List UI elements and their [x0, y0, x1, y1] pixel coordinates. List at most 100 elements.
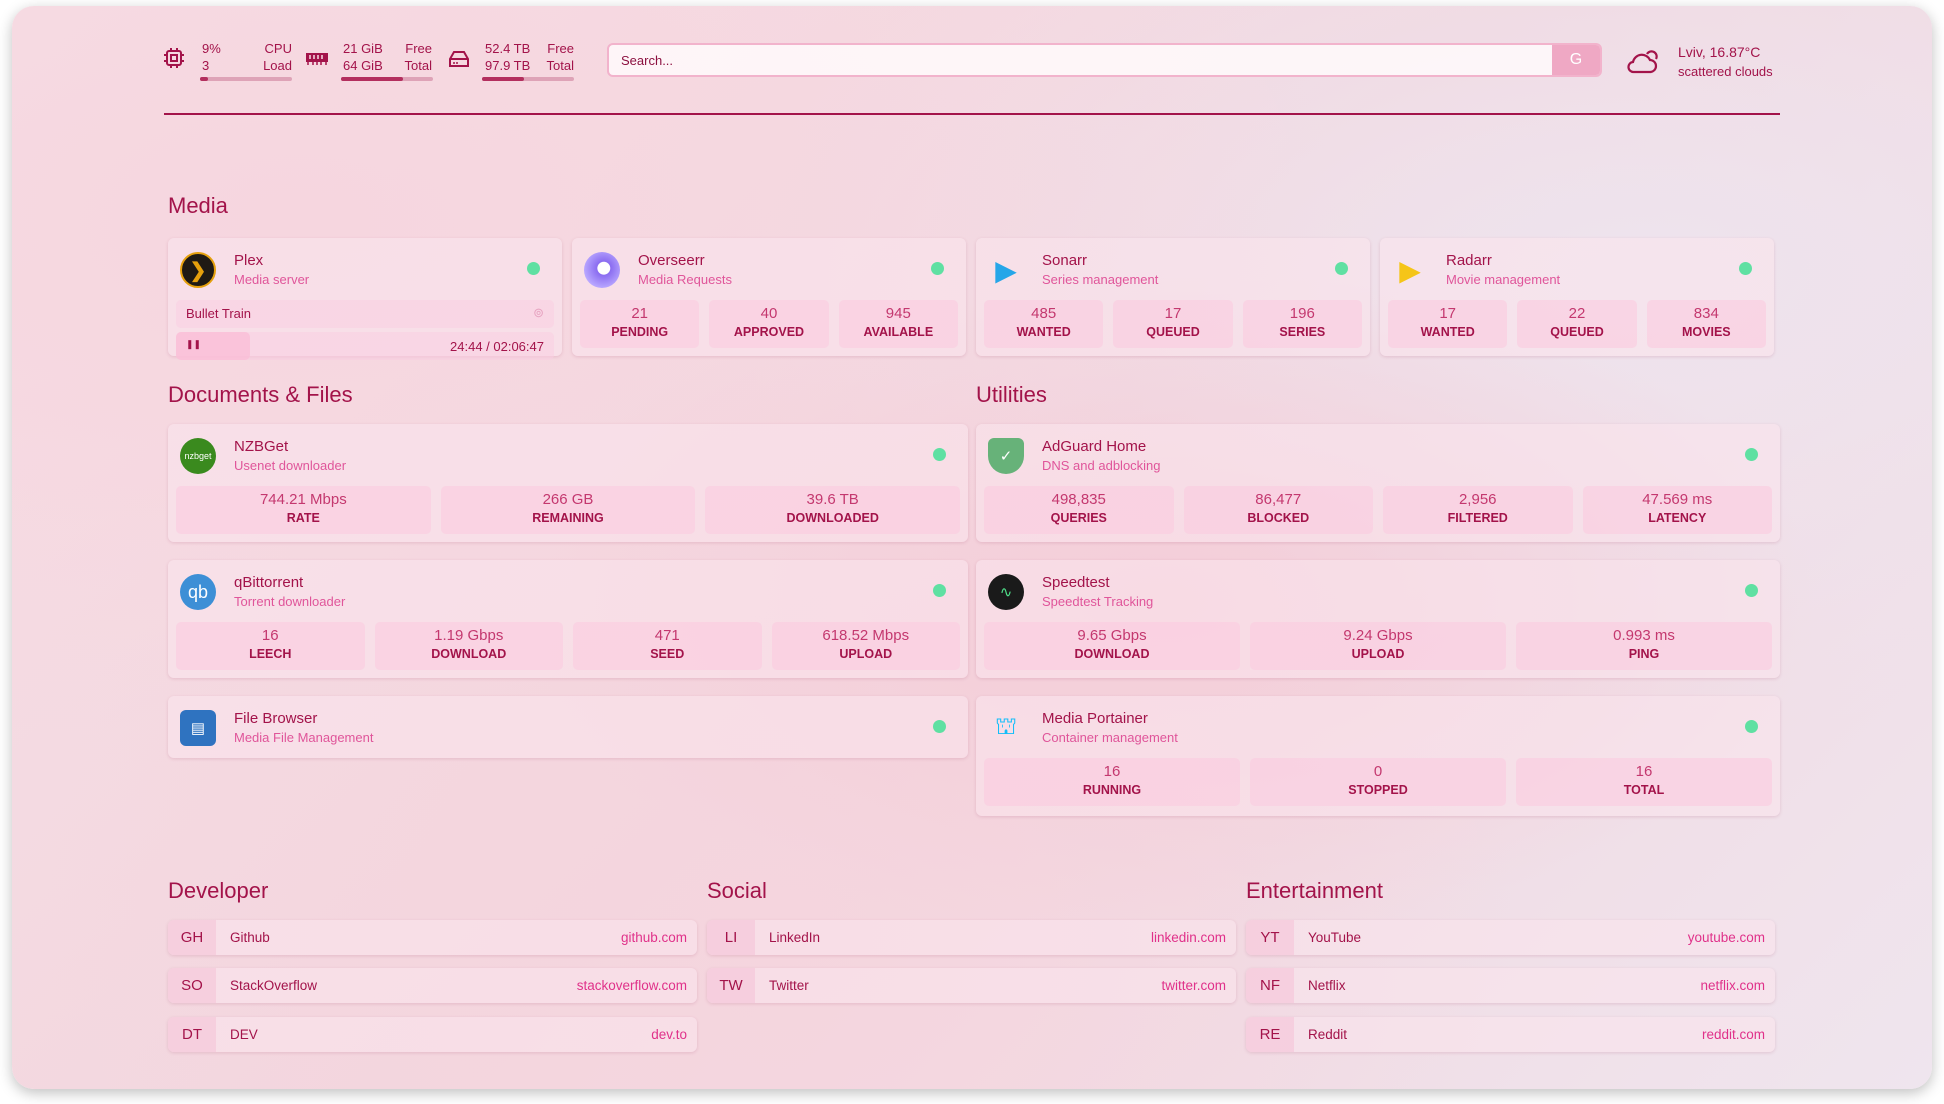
stat-value: 2,956: [1458, 491, 1497, 508]
bookmark-abbr: SO: [168, 968, 216, 1003]
bookmark-name[interactable]: StackOverflow: [230, 978, 318, 993]
stat-value: 17: [1164, 305, 1182, 322]
service-name[interactable]: Overseerr: [638, 252, 705, 269]
stat-label: SEED: [650, 647, 685, 661]
bookmark-netflix[interactable]: NF Netflix netflix.com: [1246, 968, 1775, 1003]
stat-label: FILTERED: [1447, 511, 1508, 525]
service-name[interactable]: AdGuard Home: [1042, 438, 1147, 455]
stat-downloaded: 39.6 TB DOWNLOADED: [705, 486, 961, 534]
service-card-media-portainer[interactable]: ⛫ Media Portainer Container management 16 RU…: [976, 696, 1780, 816]
status-indicator: [933, 720, 946, 733]
bookmark-url[interactable]: dev.to: [651, 1027, 687, 1042]
bookmark-name[interactable]: LinkedIn: [769, 930, 821, 945]
total-label: Total: [546, 58, 574, 73]
bookmark-name[interactable]: DEV: [230, 1027, 258, 1042]
stat-download: 1.19 Gbps DOWNLOAD: [374, 622, 563, 670]
section-entertainment: Entertainment: [1246, 878, 1383, 903]
stat-value: 744.21 Mbps: [259, 491, 347, 508]
stat-wanted: 17 WANTED: [1388, 300, 1508, 348]
settings-icon[interactable]: ⊚: [533, 305, 544, 320]
sonarr-icon: ▶: [995, 254, 1017, 286]
speedtest-icon: ∿: [988, 574, 1024, 610]
bookmark-url[interactable]: reddit.com: [1701, 1027, 1765, 1042]
bookmark-abbr: YT: [1246, 920, 1294, 955]
service-name[interactable]: Sonarr: [1042, 252, 1088, 269]
ram-labels: Free Total: [390, 40, 432, 74]
service-card-overseerr[interactable]: Overseerr Media Requests 21 PENDING 40 APPROV…: [572, 238, 966, 356]
stat-label: LATENCY: [1648, 511, 1707, 525]
service-description: Movie management: [1446, 272, 1561, 287]
disk-total: 97.9 TB: [485, 58, 531, 73]
bookmark-name[interactable]: Netflix: [1308, 978, 1346, 993]
stat-value: 485: [1031, 305, 1057, 322]
service-description: Torrent downloader: [234, 594, 346, 609]
service-description: Usenet downloader: [234, 458, 347, 473]
bookmark-url[interactable]: linkedin.com: [1150, 930, 1226, 945]
service-stats: 485 WANTED 17 QUEUED 196 SERIES: [984, 300, 1362, 348]
stat-upload: 618.52 Mbps UPLOAD: [771, 622, 960, 670]
bookmark-url[interactable]: youtube.com: [1687, 930, 1765, 945]
bookmark-stackoverflow[interactable]: SO StackOverflow stackoverflow.com: [168, 968, 697, 1003]
bookmark-linkedin[interactable]: LI LinkedIn linkedin.com: [707, 920, 1236, 955]
service-card-file-browser[interactable]: ▤ File Browser Media File Management: [168, 696, 968, 758]
stat-rate: 744.21 Mbps RATE: [176, 486, 431, 534]
service-card-qbittorrent[interactable]: qb qBittorrent Torrent downloader 16 LEECH 1.…: [168, 560, 968, 678]
stat-value: 266 GB: [542, 491, 594, 508]
search-engine-button[interactable]: G: [1552, 45, 1600, 75]
stat-label: DOWNLOADED: [786, 511, 879, 525]
bookmark-dev[interactable]: DT DEV dev.to: [168, 1017, 697, 1052]
bookmark-url[interactable]: github.com: [620, 930, 687, 945]
service-card-plex[interactable]: ❯ Plex Media server Bullet Train ⊚ ❚❚ 24:44 / …: [168, 238, 562, 360]
bookmark-url[interactable]: stackoverflow.com: [576, 978, 687, 993]
service-name[interactable]: File Browser: [234, 710, 318, 727]
service-name[interactable]: qBittorrent: [234, 574, 304, 591]
now-playing-title-bar: Bullet Train ⊚: [176, 300, 554, 328]
service-name[interactable]: Media Portainer: [1042, 710, 1148, 727]
progress-fill: [176, 332, 250, 360]
bookmark-name[interactable]: Reddit: [1308, 1027, 1348, 1042]
bookmark-name[interactable]: YouTube: [1308, 930, 1362, 945]
weather-condition: scattered clouds: [1678, 64, 1773, 79]
service-name[interactable]: Radarr: [1446, 252, 1492, 269]
service-stats: 21 PENDING 40 APPROVED 945 AVAILABLE: [580, 300, 958, 348]
bookmark-name[interactable]: Github: [230, 930, 270, 945]
stat-label: UPLOAD: [839, 647, 893, 661]
bookmark-youtube[interactable]: YT YouTube youtube.com: [1246, 920, 1775, 955]
bookmark-url[interactable]: netflix.com: [1700, 978, 1765, 993]
service-card-radarr[interactable]: ▶ Radarr Movie management 17 WANTED 22 QUEUED 8…: [1380, 238, 1774, 356]
bookmark-name[interactable]: Twitter: [769, 978, 809, 993]
bookmark-github[interactable]: GH Github github.com: [168, 920, 697, 955]
service-name[interactable]: Speedtest: [1042, 574, 1110, 591]
service-card-nzbget[interactable]: nzbget NZBGet Usenet downloader 744.21 Mbps…: [168, 424, 968, 542]
service-name[interactable]: Plex: [234, 252, 264, 269]
search-box[interactable]: Search... G: [607, 43, 1602, 77]
section-docs: Documents & Files: [168, 382, 353, 407]
nzbget-icon: nzbget: [180, 438, 216, 474]
section-developer: Developer: [168, 878, 269, 903]
stat-wanted: 485 WANTED: [984, 300, 1104, 348]
stat-ping: 0.993 ms PING: [1516, 622, 1772, 670]
search-input[interactable]: Search...: [621, 53, 674, 68]
service-card-adguard-home[interactable]: ✓ AdGuard Home DNS and adblocking 498,835 QU…: [976, 424, 1780, 542]
bookmark-abbr: TW: [707, 968, 755, 1003]
service-card-speedtest[interactable]: ∿ Speedtest Speedtest Tracking 9.65 Gbps DOW…: [976, 560, 1780, 678]
stat-label: APPROVED: [733, 325, 805, 339]
bookmark-url[interactable]: twitter.com: [1161, 978, 1226, 993]
stat-available: 945 AVAILABLE: [838, 300, 958, 348]
plex-icon: ❯: [180, 252, 216, 288]
cloud-icon: [1627, 50, 1658, 74]
pause-icon[interactable]: ❚❚: [186, 339, 202, 349]
status-indicator: [1745, 448, 1758, 461]
disk-bar: [482, 77, 574, 81]
stat-value: 0.993 ms: [1613, 627, 1675, 644]
stat-label: SERIES: [1279, 325, 1326, 339]
stat-total: 16 TOTAL: [1516, 758, 1772, 806]
stat-label: LEECH: [249, 647, 292, 661]
stat-label: UPLOAD: [1351, 647, 1405, 661]
service-card-sonarr[interactable]: ▶ Sonarr Series management 485 WANTED 17 QUEUE…: [976, 238, 1370, 356]
service-name[interactable]: NZBGet: [234, 438, 289, 455]
stat-queries: 498,835 QUERIES: [984, 486, 1174, 534]
bookmark-twitter[interactable]: TW Twitter twitter.com: [707, 968, 1236, 1003]
service-description: Series management: [1042, 272, 1159, 287]
bookmark-reddit[interactable]: RE Reddit reddit.com: [1246, 1017, 1775, 1052]
